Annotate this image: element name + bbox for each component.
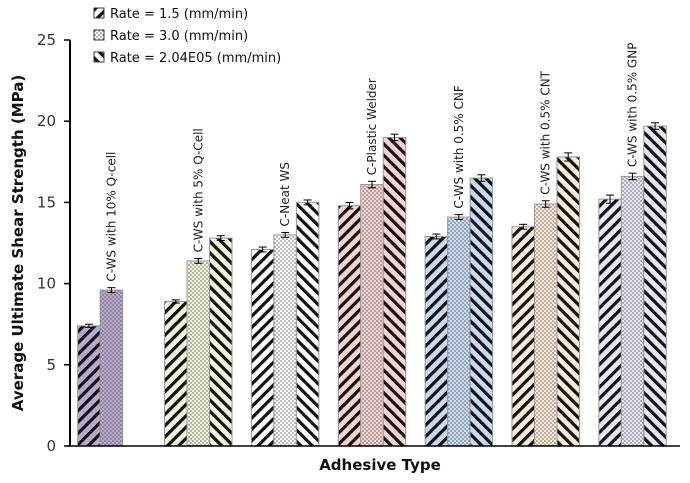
bar [77, 325, 101, 447]
legend: Rate = 1.5 (mm/min) Rate = 3.0 (mm/min) Ra… [93, 7, 281, 66]
category-label: C-Neat WS [278, 162, 292, 226]
bar [469, 177, 494, 447]
legend-item: Rate = 1.5 (mm/min) [93, 7, 248, 22]
legend-label: Rate = 1.5 (mm/min) [110, 7, 248, 22]
legend-item: Rate = 2.04E05 (mm/min) [93, 51, 281, 66]
bar [360, 184, 384, 447]
category-labels: C-WS with 10% Q-cell C-WS with 5% Q-Cell C… [104, 43, 639, 282]
y-tick-label: 5 [46, 356, 56, 374]
bar [250, 248, 275, 447]
bar [382, 136, 407, 447]
bars [77, 122, 667, 447]
bar [598, 198, 622, 447]
bar-group [77, 287, 124, 447]
bar-group [250, 199, 320, 447]
category-label: C-WS with 0.5% CNF [452, 85, 466, 208]
legend-swatch [93, 29, 105, 41]
bar [447, 216, 471, 447]
bar [533, 203, 558, 447]
category-label: C-WS with 0.5% GNP [626, 43, 640, 168]
y-tick-label: 15 [37, 193, 56, 211]
bar [643, 125, 667, 447]
y-axis-title: Average Ultimate Shear Strength (MPa) [9, 75, 27, 411]
bar-group [598, 122, 667, 447]
category-label: C-WS with 0.5% CNT [539, 70, 553, 194]
bar [186, 260, 211, 447]
bar [273, 234, 297, 447]
x-axis-title: Adhesive Type [319, 456, 441, 474]
bar [424, 236, 449, 447]
legend-label: Rate = 2.04E05 (mm/min) [110, 51, 281, 66]
bar-group [511, 152, 580, 447]
bar-group [337, 133, 407, 447]
legend-swatch [93, 7, 105, 19]
category-label: C-WS with 10% Q-cell [104, 152, 118, 282]
bar [295, 201, 320, 447]
y-ticks: 0 5 10 15 20 25 [37, 31, 70, 455]
bar-group [424, 174, 494, 447]
bar [337, 205, 362, 447]
bar-group [164, 235, 233, 447]
bar [556, 156, 580, 447]
y-tick-label: 0 [46, 437, 56, 455]
legend-item: Rate = 3.0 (mm/min) [93, 29, 248, 44]
bar [620, 175, 645, 447]
legend-swatch [93, 51, 105, 63]
y-tick-label: 10 [37, 275, 56, 293]
category-label: C-Plastic Welder [365, 78, 379, 175]
bar [511, 226, 535, 447]
legend-label: Rate = 3.0 (mm/min) [110, 29, 248, 44]
bar [209, 237, 233, 447]
bar [99, 289, 124, 447]
bar [164, 300, 188, 447]
category-label: C-WS with 5% Q-Cell [191, 128, 205, 252]
y-tick-label: 25 [37, 31, 56, 49]
y-tick-label: 20 [37, 112, 56, 130]
